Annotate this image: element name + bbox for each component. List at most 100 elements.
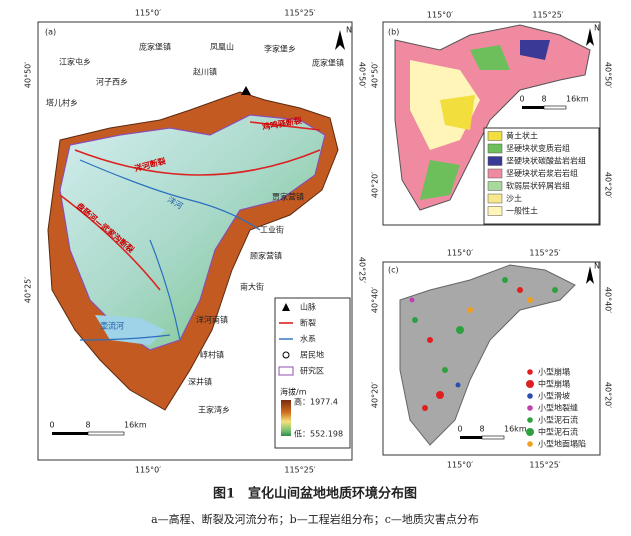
legend-box (483, 127, 600, 225)
tick-label: 40°40′ (371, 287, 380, 313)
tick-label: 40°20′ (604, 172, 613, 198)
place-label: 河子西乡 (96, 77, 128, 87)
legend-label: 水系 (300, 334, 316, 344)
place-label: 工业街 (260, 225, 284, 235)
legend-symbol (526, 380, 534, 388)
tick-label: 115°25′ (284, 466, 315, 475)
mountain-icon (241, 86, 251, 95)
north-label: N (346, 26, 352, 35)
scale-bar (481, 435, 505, 440)
legend-symbol (282, 351, 290, 359)
legend-label: 小型泥石流 (538, 415, 578, 425)
place-label: 洋河南镇 (196, 315, 228, 325)
tick-label: 115°25′ (532, 11, 563, 20)
place-label: 崞村镇 (200, 350, 224, 360)
elevation-bar (281, 400, 291, 436)
legend-label: 山脉 (300, 302, 316, 312)
scale-label: 8 (541, 95, 546, 104)
panel-label: (c) (388, 266, 399, 275)
north-arrow (586, 266, 594, 284)
place-label: 庞家堡镇 (139, 42, 171, 52)
fault-line (74, 149, 321, 176)
tick-label: 115°25′ (529, 461, 560, 470)
legend-label: 高：1977.4 (294, 397, 338, 407)
tick-label: 40°40′ (604, 287, 613, 313)
legend-symbol (527, 405, 533, 411)
place-label: 李家堡乡 (264, 44, 296, 54)
legend-label: 沙土 (506, 193, 522, 203)
north-label: N (594, 262, 600, 271)
tick-label: 115°0′ (447, 249, 473, 258)
legend-label: 居民地 (300, 350, 324, 360)
legend-symbol (527, 369, 533, 375)
panel-c: (c) 115°0′ 115°25′ 115°0′ 115°25′ 40°40′… (371, 249, 613, 470)
legend-symbol (527, 441, 533, 447)
tick-label: 115°0′ (135, 9, 161, 18)
legend-label: 中型崩塌 (538, 379, 570, 389)
caption-subtitle: a—高程、断裂及河流分布；b—工程岩组分布；c—地质灾害点分布 (151, 512, 479, 526)
panel-label: (a) (45, 28, 56, 37)
tick-label: 115°25′ (529, 249, 560, 258)
tick-label: 40°50′ (24, 62, 33, 88)
legend-swatch (487, 131, 503, 141)
tick-label: 40°50′ (604, 62, 613, 88)
north-arrow (335, 30, 345, 50)
scale-label: 0 (457, 425, 462, 434)
scale-bar (522, 106, 544, 109)
place-label: 贾家营镇 (272, 192, 304, 202)
river (79, 159, 261, 341)
legend-label: 坚硬块状岩浆岩岩组 (506, 168, 578, 178)
scale-label: 16km (566, 95, 589, 104)
tick-label: 115°0′ (447, 461, 473, 470)
scale-label: 16km (124, 421, 147, 430)
legend-label: 研究区 (300, 366, 324, 376)
legend-label: 小型地裂缝 (538, 403, 578, 413)
legend-symbol (282, 303, 290, 311)
legend-label: 黄土状土 (506, 131, 538, 141)
legend-symbol (278, 366, 294, 376)
legend-swatch (487, 181, 503, 191)
map-c (399, 264, 576, 446)
zone (420, 45, 510, 200)
tick-label: 40°20′ (604, 382, 613, 408)
caption-title: 图1 宣化山间盆地地质环境分布图 (213, 486, 417, 502)
place-label: 庞家堡镇 (312, 58, 344, 68)
scale-bar (87, 431, 125, 436)
legend-label: 一般性土 (506, 206, 538, 216)
scale-label: 0 (519, 95, 524, 104)
place-label: 深井镇 (188, 377, 212, 387)
scale-label: 8 (85, 421, 90, 430)
legend-label: 坚硬块状变质岩组 (506, 143, 570, 153)
place-label: 王家湾乡 (198, 405, 230, 415)
scale-label: 16km (504, 425, 527, 434)
scale-bar (460, 436, 482, 439)
legend-label: 低：552.198 (294, 429, 343, 439)
panel-b: (b) 115°0′ 115°25′ 40°50′ 40°20′ 40°50′ … (371, 11, 613, 226)
legend-label: 坚硬块状碳酸盐岩岩组 (506, 156, 586, 166)
tick-label: 40°20′ (371, 172, 380, 198)
legend-label: 小型崩塌 (538, 367, 570, 377)
scale-bar (543, 105, 567, 110)
tick-label: 40°50′ (358, 62, 367, 88)
place-label: 南大街 (240, 282, 264, 292)
legend-swatch (487, 193, 503, 204)
tick-label: 40°25′ (358, 257, 367, 283)
legend-symbol (527, 417, 533, 423)
north-label: N (594, 24, 600, 33)
legend-label: 中型泥石流 (538, 427, 578, 437)
tick-label: 115°25′ (284, 9, 315, 18)
zone (520, 40, 550, 60)
legend-swatch (487, 206, 503, 216)
tick-label: 115°0′ (427, 11, 453, 20)
panel-a: (a) 115°0′ 115°25′ 115°0′ 115°25′ 40°50′… (24, 9, 367, 475)
legend-label: 软弱层状碎屑岩组 (506, 181, 570, 191)
tick-label: 115°0′ (135, 466, 161, 475)
study-area (59, 114, 326, 351)
tick-label: 40°25′ (24, 277, 33, 303)
legend-symbol (527, 393, 533, 399)
place-label: 顾家营镇 (250, 251, 282, 261)
legend-swatch (487, 168, 503, 179)
zone (440, 95, 475, 130)
north-arrow (586, 28, 594, 46)
legend-symbol (526, 428, 534, 436)
